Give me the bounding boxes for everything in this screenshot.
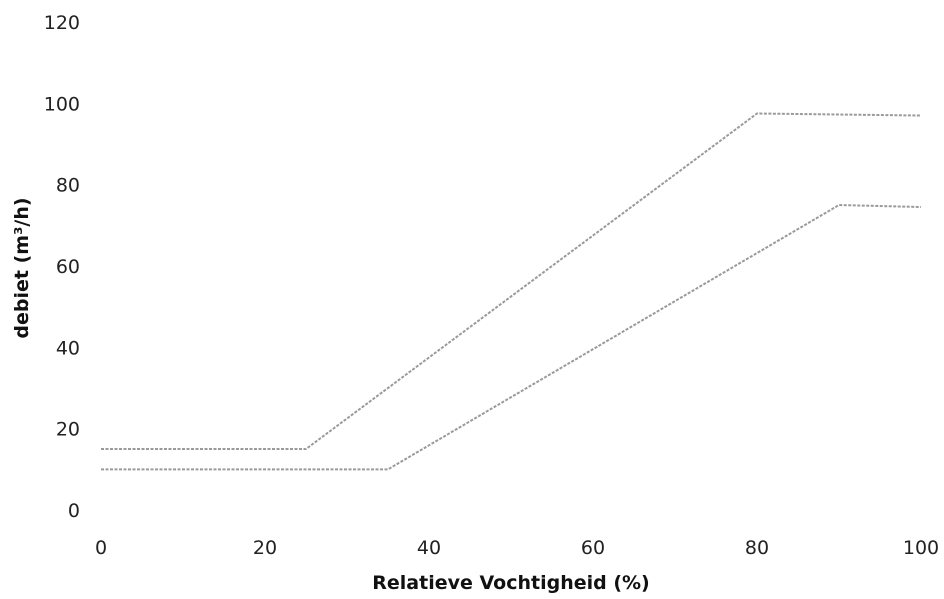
x-tick-label: 0 (95, 537, 107, 559)
y-tick-label: 120 (44, 12, 80, 34)
y-tick-label: 100 (44, 93, 80, 115)
y-tick-label: 0 (68, 500, 80, 522)
series-line-2 (101, 203, 922, 471)
y-tick-label: 20 (56, 419, 80, 441)
x-tick-label: 80 (745, 537, 769, 559)
x-tick-label: 60 (581, 537, 605, 559)
y-tick-label: 60 (56, 256, 80, 278)
x-tick-label: 100 (903, 537, 939, 559)
x-axis-title: Relatieve Vochtigheid (%) (372, 572, 649, 594)
y-axis-ticks: 0 20 40 60 80 100 120 (44, 12, 80, 522)
x-tick-label: 20 (253, 537, 277, 559)
y-axis-title: debiet (m³/h) (11, 197, 33, 338)
y-tick-label: 80 (56, 175, 80, 197)
y-tick-label: 40 (56, 337, 80, 359)
series-line-1 (101, 112, 922, 450)
x-axis-ticks: 0 20 40 60 80 100 (95, 537, 939, 559)
x-tick-label: 40 (417, 537, 441, 559)
series-layer (101, 112, 922, 471)
